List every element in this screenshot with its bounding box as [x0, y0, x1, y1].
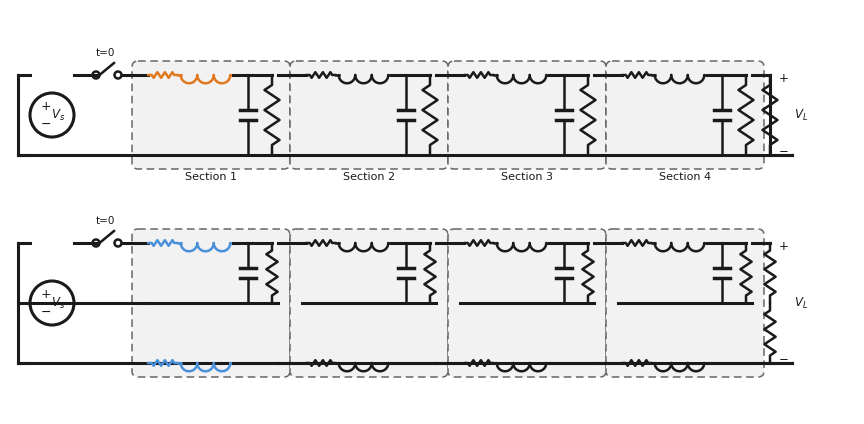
Text: $V_L$: $V_L$	[794, 296, 808, 310]
Text: t=0: t=0	[95, 216, 115, 226]
Text: Section 1: Section 1	[185, 172, 237, 182]
Text: −: −	[779, 145, 789, 157]
Text: +: +	[779, 240, 789, 254]
FancyBboxPatch shape	[132, 229, 290, 377]
FancyBboxPatch shape	[132, 61, 290, 169]
Text: +: +	[41, 100, 51, 112]
Text: t=0: t=0	[95, 48, 115, 58]
FancyBboxPatch shape	[606, 61, 764, 169]
Text: $V_s$: $V_s$	[51, 296, 65, 310]
FancyBboxPatch shape	[448, 229, 606, 377]
Text: $V_L$: $V_L$	[794, 107, 808, 123]
Text: +: +	[41, 287, 51, 301]
Text: Section 3: Section 3	[501, 172, 553, 182]
FancyBboxPatch shape	[290, 229, 448, 377]
FancyBboxPatch shape	[606, 229, 764, 377]
Text: Section 4: Section 4	[659, 172, 711, 182]
Text: −: −	[41, 117, 51, 131]
Text: +: +	[779, 73, 789, 86]
Text: −: −	[779, 352, 789, 365]
FancyBboxPatch shape	[448, 61, 606, 169]
FancyBboxPatch shape	[290, 61, 448, 169]
Text: $V_s$: $V_s$	[51, 107, 65, 123]
Text: Section 2: Section 2	[343, 172, 395, 182]
Text: −: −	[41, 306, 51, 318]
